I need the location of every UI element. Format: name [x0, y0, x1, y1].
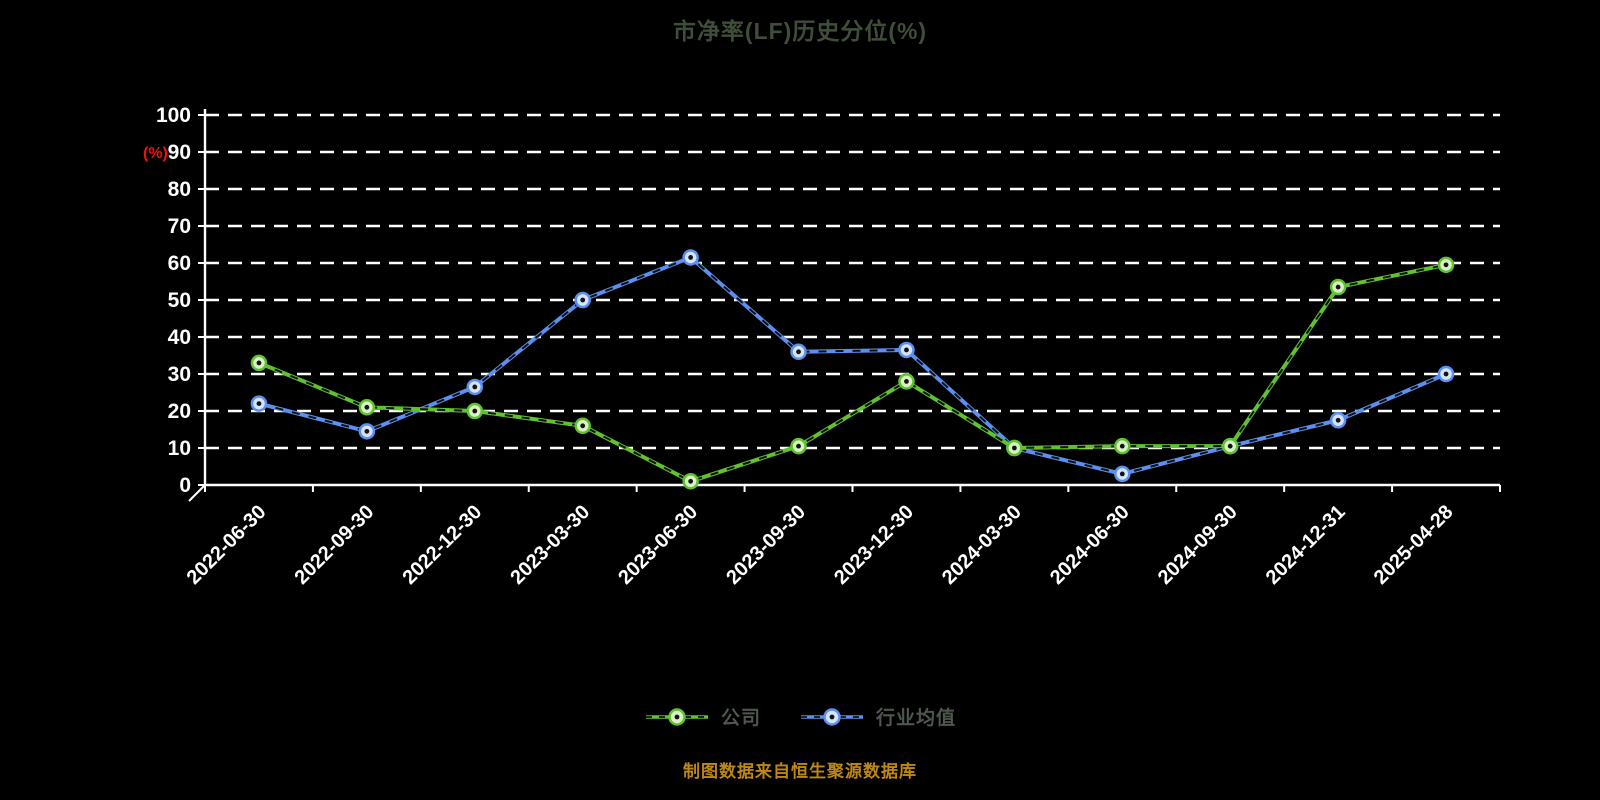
legend: 公司 行业均值: [0, 703, 1600, 730]
y-tick-label: 0: [179, 474, 191, 497]
y-tick-label: 10: [168, 437, 191, 460]
x-tick-label: 2022-06-30: [183, 501, 271, 589]
x-tick-label: 2025-04-28: [1370, 501, 1458, 589]
y-tick-label: 50: [168, 289, 191, 312]
x-tick-label: 2024-09-30: [1154, 501, 1242, 589]
y-tick-label: 20: [168, 400, 191, 423]
chart-title: 市净率(LF)历史分位(%): [672, 18, 928, 44]
y-tick-label: 60: [168, 252, 191, 275]
industry-average-series-marker-icon: [801, 707, 863, 726]
legend-item-industry-average: 行业均值: [799, 703, 956, 730]
gridlines: [205, 113, 1500, 450]
y-tick-label: 70: [168, 215, 191, 238]
y-tick-label: 100: [156, 104, 191, 127]
y-tick-label: 80: [168, 178, 191, 201]
series-公司: [250, 256, 1455, 490]
legend-item-company: 公司: [644, 703, 761, 730]
x-tick-label: 2022-09-30: [291, 501, 379, 589]
company-series-marker-icon: [645, 707, 708, 726]
y-axis-unit-label: (%): [143, 145, 168, 162]
x-tick-label: 2024-12-31: [1262, 501, 1350, 589]
x-tick-label: 2023-12-30: [830, 501, 918, 589]
y-tick-label: 40: [168, 326, 191, 349]
x-tick-label: 2023-06-30: [614, 501, 702, 589]
y-tick-label: 90: [168, 141, 191, 164]
data-source-note: 制图数据来自恒生聚源数据库: [683, 762, 917, 781]
x-tick-label: 2024-03-30: [938, 501, 1026, 589]
x-tick-label: 2023-03-30: [506, 501, 594, 589]
series-行业均值: [250, 249, 1455, 483]
x-tick-label: 2022-12-30: [398, 501, 486, 589]
x-tick-label: 2024-06-30: [1046, 501, 1134, 589]
legend-label-company: 公司: [720, 708, 761, 729]
x-tick-label: 2023-09-30: [722, 501, 810, 589]
legend-label-industry-average: 行业均值: [876, 708, 957, 729]
y-tick-label: 30: [168, 363, 191, 386]
